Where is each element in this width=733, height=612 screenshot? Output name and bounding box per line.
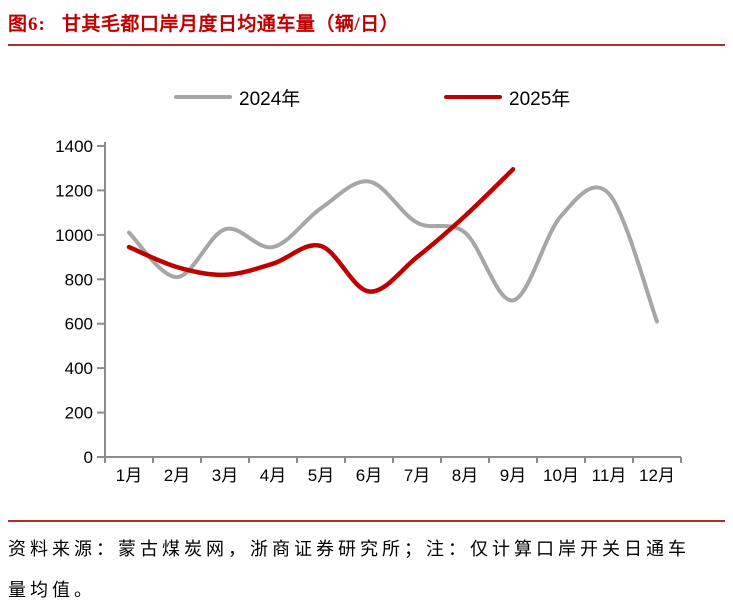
y-axis-label: 1200	[55, 181, 93, 200]
series-line-2025年	[126, 167, 516, 294]
legend-swatch-2025	[444, 95, 502, 99]
y-axis-label: 1400	[55, 137, 93, 156]
y-axis-label: 1000	[55, 226, 93, 245]
x-axis-label: 12月	[639, 466, 675, 485]
y-axis-label: 800	[65, 270, 93, 289]
y-axis-label: 200	[65, 404, 93, 423]
x-axis-label: 11月	[592, 466, 627, 485]
x-axis-label: 9月	[500, 466, 526, 485]
chart-plot: 0 200 400 600 800 1000 1200 1400 1月 2月 3月 4月 5月 6月 7月 8…	[55, 137, 682, 485]
x-axis-label: 10月	[543, 466, 579, 485]
y-axis-label: 0	[84, 448, 93, 467]
y-axis-label: 400	[65, 359, 93, 378]
x-axis-label: 3月	[212, 466, 238, 485]
chart-legend: 2024年 2025年	[0, 85, 733, 110]
title-divider-line	[8, 44, 725, 46]
legend-item-2024: 2024年	[174, 85, 301, 110]
legend-label-2025: 2025年	[509, 88, 571, 110]
legend-item-2025: 2025年	[444, 85, 571, 110]
page-title: 图6: 甘其毛都口岸月度日均通车量（辆/日）	[8, 9, 399, 36]
x-axis-label: 4月	[260, 466, 286, 485]
figure-title-text: 甘其毛都口岸月度日均通车量（辆/日）	[61, 14, 400, 35]
x-axis-label: 2月	[164, 466, 190, 485]
y-axis-label: 600	[65, 315, 93, 334]
x-axis-label: 5月	[308, 466, 334, 485]
footer-divider-line	[8, 520, 725, 522]
series-line-2024年	[127, 179, 659, 324]
x-axis-label: 7月	[404, 466, 430, 485]
x-axis-label: 8月	[452, 466, 478, 485]
x-axis-label: 1月	[116, 466, 142, 485]
legend-label-2024: 2024年	[239, 88, 301, 110]
x-axis-label: 6月	[356, 466, 382, 485]
legend-swatch-2024	[174, 95, 232, 99]
source-note: 资料来源：蒙古煤炭网，浙商证券研究所；注：仅计算口岸开关日通车量均值。	[8, 539, 690, 600]
figure-number-label: 图6:	[8, 14, 46, 35]
